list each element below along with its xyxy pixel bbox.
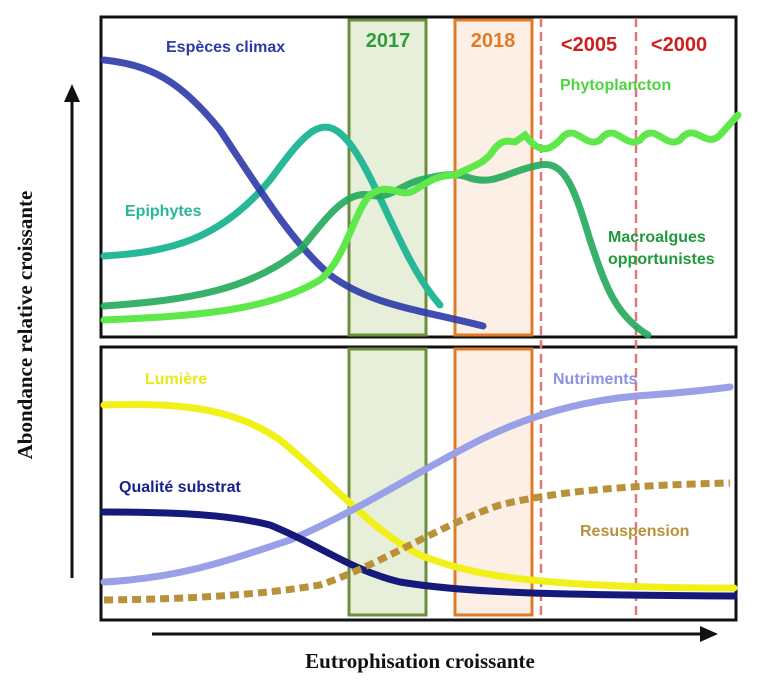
- nutrients-curve: [100, 383, 734, 586]
- resuspension-label: Resuspension: [580, 523, 689, 540]
- phytoplankton-label: Phytoplancton: [560, 77, 671, 94]
- x-axis-title: Eutrophisation croissante: [305, 649, 535, 673]
- nutrients-label: Nutriments: [553, 371, 638, 388]
- x-axis-arrow: [152, 626, 718, 642]
- epiphytes-curve: [100, 123, 444, 309]
- period-2017-boxes: [347, 18, 428, 617]
- epiphytes-label: Epiphytes: [125, 203, 202, 220]
- substrate-quality-curve: [100, 508, 738, 600]
- macroalgae-label-line2: opportunistes: [608, 251, 715, 268]
- light-curve: [100, 400, 738, 592]
- macroalgae-label-line1: Macroalgues: [608, 229, 706, 246]
- resuspension-curve: [103, 479, 731, 604]
- period-2018-boxes: [453, 18, 534, 617]
- period-label-2017: 2017: [366, 30, 411, 52]
- period-label-2000: <2000: [651, 34, 707, 56]
- climax-species-curve: [100, 56, 487, 330]
- period-2017-box-top: [347, 18, 428, 337]
- y-axis-arrow: [64, 84, 80, 578]
- light-label: Lumière: [145, 371, 207, 388]
- bottom-panel-frame: [99, 345, 738, 622]
- phytoplankton-curve: [100, 111, 742, 324]
- period-label-2018: 2018: [471, 30, 516, 52]
- climax-species-label: Espèces climax: [166, 39, 285, 56]
- period-label-2005: <2005: [561, 34, 617, 56]
- top-panel-frame: [99, 15, 738, 339]
- y-axis-title: Abondance relative croissante: [13, 191, 37, 460]
- substrate-quality-label: Qualité substrat: [119, 479, 241, 496]
